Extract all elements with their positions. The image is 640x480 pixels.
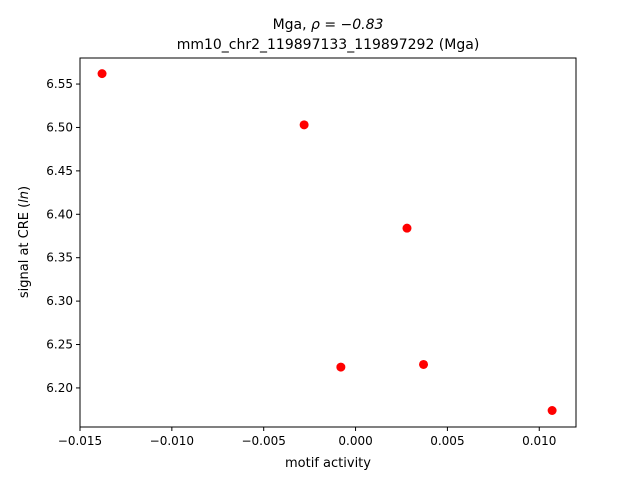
y-tick-label: 6.20 <box>46 381 73 395</box>
x-tick-label: 0.005 <box>430 434 464 448</box>
data-point-4 <box>402 223 412 233</box>
y-tick-label: 6.40 <box>46 207 73 221</box>
x-tick-label: −0.010 <box>150 434 194 448</box>
x-tick-label: 0.010 <box>522 434 556 448</box>
data-points <box>97 69 557 416</box>
y-tick-label: 6.50 <box>46 120 73 134</box>
x-tick-label: −0.015 <box>58 434 102 448</box>
plot-frame <box>79 57 577 428</box>
data-point-3 <box>336 362 346 372</box>
y-tick-label: 6.45 <box>46 164 73 178</box>
data-point-5 <box>419 359 429 369</box>
x-tick-label: −0.005 <box>241 434 285 448</box>
y-axis-label: signal at CRE (ln) <box>17 186 32 298</box>
data-point-2 <box>299 120 309 130</box>
chart-title-line2: mm10_chr2_119897133_119897292 (Mga) <box>177 37 480 53</box>
data-point-1 <box>97 69 107 79</box>
y-tick-label: 6.55 <box>46 77 73 91</box>
y-tick-label: 6.25 <box>46 338 73 352</box>
x-tick-label: 0.000 <box>338 434 372 448</box>
y-axis-ticks: 6.20 6.25 6.30 6.35 6.40 6.45 6.50 6.55 <box>46 77 80 395</box>
x-axis-label: motif activity <box>285 456 371 471</box>
data-point-6 <box>547 406 557 416</box>
x-axis-ticks: −0.015 −0.010 −0.005 0.000 0.005 0.010 <box>58 427 556 448</box>
y-tick-label: 6.35 <box>46 251 73 265</box>
chart-title-line1: Mga, ρ = −0.83 <box>273 17 384 33</box>
y-tick-label: 6.30 <box>46 294 73 308</box>
